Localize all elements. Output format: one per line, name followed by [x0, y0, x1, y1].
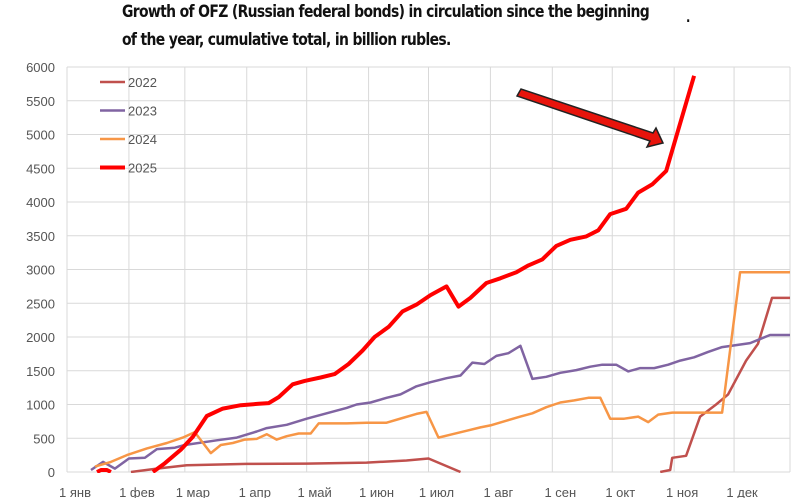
y-tick-label: 3500: [26, 229, 55, 244]
x-tick-label: 1 май: [298, 485, 332, 498]
y-tick-label: 4500: [26, 161, 55, 176]
x-tick-label: 1 дек: [726, 485, 758, 498]
chart-title: Growth of OFZ (Russian federal bonds) in…: [122, 2, 650, 22]
y-tick-label: 6000: [26, 60, 55, 75]
legend-label-2025: 2025: [128, 161, 157, 176]
y-tick-label: 1000: [26, 398, 55, 413]
x-tick-label: 1 фев: [119, 485, 155, 498]
series-line-2023: [90, 333, 790, 472]
x-tick-label: 1 июн: [359, 485, 394, 498]
series-line-2022: [130, 296, 790, 473]
x-tick-label: 1 мар: [176, 485, 210, 498]
x-tick-label: 1 сен: [544, 485, 576, 498]
y-tick-label: 2500: [26, 296, 55, 311]
x-tick-label: 1 ноя: [666, 485, 698, 498]
series-line-2024: [94, 270, 790, 468]
y-tick-label: 2000: [26, 330, 55, 345]
y-tick-label: 4000: [26, 195, 55, 210]
chart-title-mark: .: [686, 10, 690, 26]
x-tick-label: 1 окт: [605, 485, 635, 498]
x-tick-label: 1 июл: [419, 485, 454, 498]
legend-label-2024: 2024: [128, 132, 157, 147]
chart-title-line2: of the year, cumulative total, in billio…: [122, 30, 451, 50]
x-tick-label: 1 янв: [59, 485, 91, 498]
y-tick-label: 5000: [26, 128, 55, 143]
y-tick-label: 1500: [26, 364, 55, 379]
y-tick-label: 5500: [26, 94, 55, 109]
series-line-2025: [96, 75, 697, 473]
legend-label-2023: 2023: [128, 104, 157, 119]
y-tick-label: 0: [48, 465, 55, 480]
x-tick-label: 1 апр: [239, 485, 271, 498]
y-tick-label: 500: [33, 431, 55, 446]
x-tick-label: 1 авг: [484, 485, 514, 498]
y-tick-label: 3000: [26, 263, 55, 278]
arrow-annotation: [515, 88, 665, 149]
legend-label-2022: 2022: [128, 75, 157, 90]
